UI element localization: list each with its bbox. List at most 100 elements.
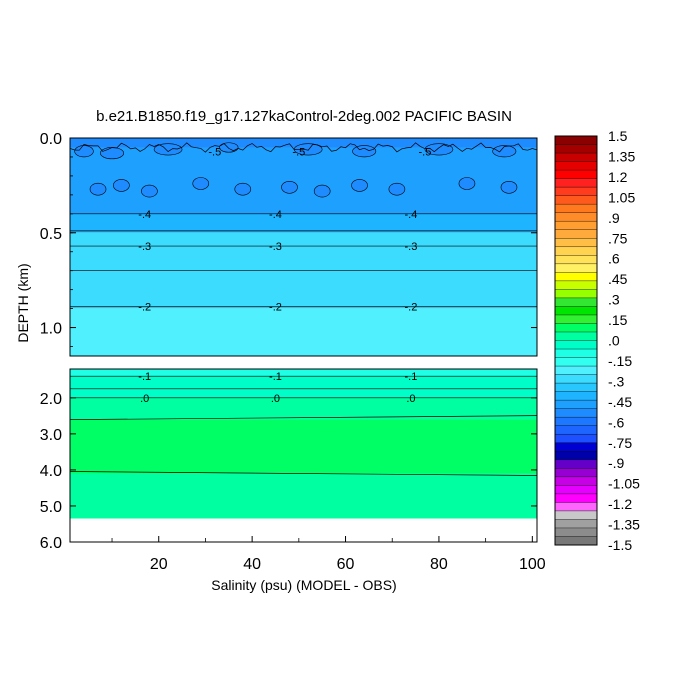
contour-label-0-1: -.1 — [269, 371, 282, 383]
colorbar-swatch-32 — [555, 408, 597, 418]
colorbar-swatch-4 — [555, 170, 597, 180]
colorbar-swatch-36 — [555, 442, 597, 452]
colorbar-tick-label: .75 — [608, 230, 628, 246]
colorbar-swatch-29 — [555, 383, 597, 393]
y-tick-label: 0.5 — [40, 226, 62, 243]
colorbar-tick-label: -.75 — [608, 435, 632, 451]
colorbar-tick-label: -1.05 — [608, 476, 640, 492]
contour-label-2-1: -.3 — [269, 241, 282, 253]
band-5 — [70, 308, 537, 356]
surface-contour-label-1: -.5 — [292, 146, 305, 158]
band-1 — [70, 147, 537, 214]
y-tick-label: 2.0 — [40, 391, 62, 408]
colorbar-tick-label: -.45 — [608, 394, 632, 410]
colorbar-swatch-15 — [555, 263, 597, 273]
deep-patch-10 — [500, 180, 518, 194]
y-tick-label: 4.0 — [40, 463, 62, 480]
band-3 — [70, 232, 537, 271]
colorbar-tick-label: .6 — [608, 251, 620, 267]
colorbar-swatch-31 — [555, 400, 597, 410]
contour-label-0-0: -.4 — [138, 209, 151, 221]
x-axis-label: Salinity (psu) (MODEL - OBS) — [211, 577, 396, 593]
deep-patch-7 — [351, 179, 368, 192]
contour-label-2-0: -.3 — [138, 241, 151, 253]
colorbar-tick-label: -1.2 — [608, 496, 632, 512]
band-2 — [70, 213, 537, 233]
upper-panel: -.5 -.5 -.5 -.4 -.4 -.4 -.3 -.3 -.3 -.2 -.2 -.2 0.0 0… — [40, 131, 538, 357]
colorbar-swatch-11 — [555, 229, 597, 239]
colorbar-swatch-7 — [555, 195, 597, 205]
colorbar-swatch-5 — [555, 178, 597, 188]
colorbar-swatch-41 — [555, 485, 597, 495]
contour-label-2-2: -.3 — [404, 241, 417, 253]
deep-patch-3 — [192, 177, 210, 190]
contour-label-4-0: -.2 — [138, 302, 151, 314]
colorbar-swatch-25 — [555, 349, 597, 358]
colorbar-tick-label: -1.35 — [608, 517, 640, 533]
contour-line-3 — [69, 415, 538, 421]
colorbar-swatch-20 — [555, 306, 597, 316]
colorbar-swatch-40 — [555, 476, 597, 486]
colorbar-tick-label: 1.2 — [608, 169, 628, 185]
colorbar-swatch-30 — [555, 391, 597, 401]
lower-panel: -.1 -.1 -.1 .0 .0 .0 2.0 3.0 4.0 5.0 6.0 20 40 60 80 10… — [40, 368, 546, 573]
y-tick-label: 1.0 — [40, 321, 62, 338]
deep-patch-4 — [234, 182, 252, 196]
contour-label-0-2: -.1 — [404, 371, 417, 383]
colorbar-frame — [554, 135, 598, 546]
x-tick-label: 100 — [519, 556, 546, 573]
colorbar-tick-label: 1.5 — [608, 128, 628, 144]
colorbar-swatch-9 — [555, 212, 597, 222]
colorbar-swatch-8 — [555, 204, 597, 214]
deep-patch-9 — [458, 177, 476, 190]
surface-patch-0 — [74, 145, 94, 158]
surface-patch-3 — [219, 142, 239, 153]
colorbar-swatch-37 — [555, 451, 597, 461]
x-tick-label: 80 — [430, 556, 448, 573]
colorbar-swatch-45 — [555, 519, 597, 529]
surface-contour-label-2: -.5 — [418, 146, 431, 158]
chart-title: b.e21.B1850.f19_g17.127kaControl-2deg.00… — [96, 108, 512, 125]
band-5 — [70, 473, 537, 519]
surface-patch-1 — [100, 147, 125, 160]
colorbar-swatch-14 — [555, 255, 597, 265]
colorbar-swatch-47 — [555, 536, 597, 546]
contour-label-4-1: -.2 — [269, 302, 282, 314]
x-tick-label: 40 — [243, 556, 261, 573]
surface-patch-5 — [352, 145, 377, 158]
contour-label-2-2: .0 — [406, 393, 415, 405]
colorbar-tick-label: -.9 — [608, 455, 625, 471]
colorbar-swatch-33 — [555, 417, 597, 427]
y-tick-label: 0.0 — [40, 131, 62, 148]
band-1 — [70, 376, 537, 389]
colorbar-swatch-6 — [555, 187, 597, 197]
deep-patch-0 — [89, 182, 107, 196]
surface-patch-7 — [492, 145, 517, 158]
contour-label-0-0: -.1 — [138, 371, 151, 383]
colorbar-tick-label: -.6 — [608, 414, 625, 430]
deep-patch-8 — [388, 182, 406, 196]
contour-label-0-1: -.4 — [269, 209, 282, 221]
no-data-area — [70, 518, 537, 542]
colorbar-swatch-26 — [555, 357, 597, 367]
deep-patch-5 — [281, 180, 298, 194]
colorbar-swatch-2 — [555, 153, 597, 162]
band-4 — [70, 419, 537, 474]
colorbar-swatch-18 — [555, 289, 597, 299]
colorbar-swatch-34 — [555, 425, 597, 435]
colorbar-tick-label: -1.5 — [608, 537, 632, 553]
colorbar-tick-label: -.15 — [608, 353, 632, 369]
contour-label-2-0: .0 — [140, 393, 149, 405]
band-4 — [70, 270, 537, 309]
band-3 — [70, 397, 537, 420]
colorbar-swatch-35 — [555, 434, 597, 444]
surface-contour-label-0: -.5 — [208, 146, 221, 158]
deep-patch-6 — [313, 184, 331, 198]
colorbar-swatch-22 — [555, 323, 597, 333]
x-tick-label: 60 — [337, 556, 355, 573]
band-0 — [70, 138, 537, 148]
colorbar-swatch-28 — [555, 374, 597, 384]
colorbar-swatch-24 — [555, 340, 597, 350]
y-tick-label: 5.0 — [40, 499, 62, 516]
